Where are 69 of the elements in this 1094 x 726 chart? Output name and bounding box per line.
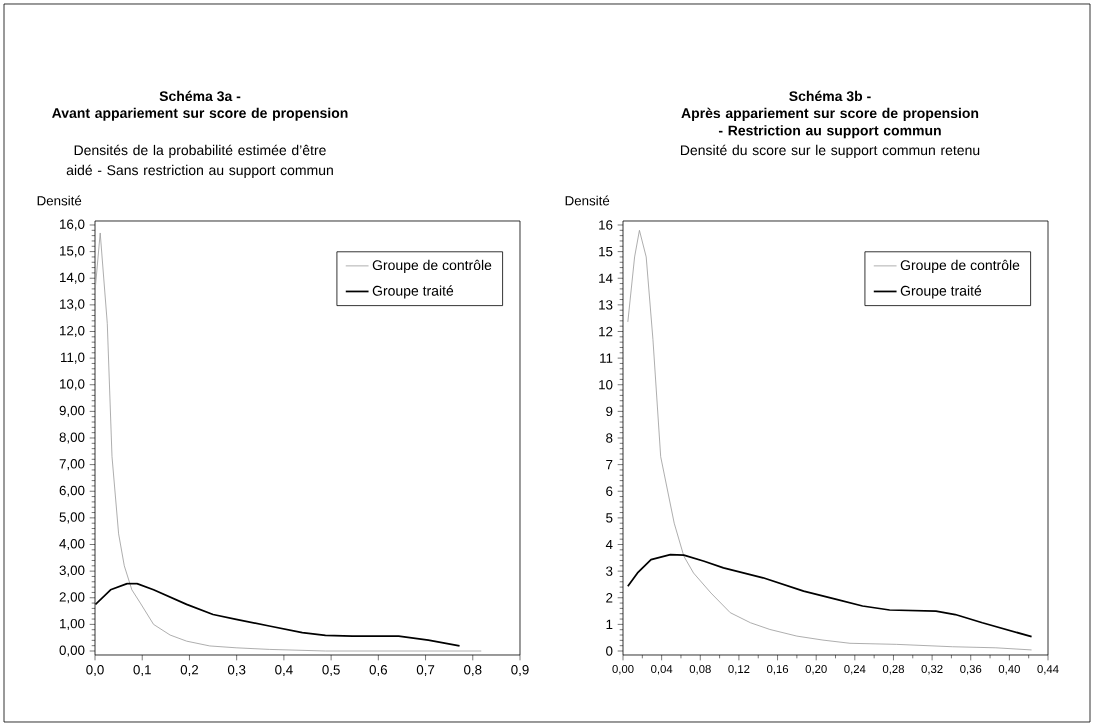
x-tick-label: 0,40: [998, 665, 1020, 675]
y-tick-label: 2,00: [59, 592, 85, 604]
y-tick-label: 15,0: [60, 246, 85, 258]
legend-label: Groupe de contrôle: [900, 259, 1020, 273]
x-tick-label: 0,7: [416, 665, 435, 677]
x-tick-label: 0,8: [464, 665, 482, 677]
y-tick-label: 3: [606, 566, 613, 576]
y-tick-label: 12: [599, 326, 613, 337]
chart-subtitle: Avant appariement sur score de propension: [52, 107, 348, 121]
y-tick-label: 7: [606, 460, 613, 470]
y-tick-label: 9,00: [59, 405, 85, 417]
y-tick-label: 14: [599, 273, 613, 283]
x-tick-label: 0,36: [960, 665, 982, 675]
x-tick-label: 0,3: [227, 665, 246, 677]
x-tick-label: 0,20: [805, 665, 827, 675]
y-tick-label: 8,00: [59, 432, 85, 444]
chart-subtitle: Après appariement sur score de propension - Restriction au support commun: [681, 107, 979, 139]
x-tick-label: 0,1: [133, 665, 151, 677]
x-tick-label: 0,24: [844, 665, 866, 675]
y-tick-label: 9: [606, 406, 613, 417]
chart-title: Schéma 3a -: [159, 90, 241, 102]
legend-label: Groupe traité: [900, 285, 982, 299]
y-tick-label: 5: [606, 513, 613, 523]
y-tick-label: 16,0: [60, 219, 85, 231]
x-tick-label: 0,6: [369, 665, 388, 677]
y-tick-label: 14,0: [60, 272, 85, 284]
y-tick-label: 11,0: [61, 352, 85, 364]
y-tick-label: 4,00: [59, 539, 85, 551]
y-tick-label: 6,00: [59, 485, 85, 497]
y-tick-label: 1: [606, 619, 613, 629]
y-tick-label: 15: [599, 246, 613, 257]
y-tick-label: 8: [606, 433, 613, 443]
y-tick-label: 11: [600, 353, 613, 363]
y-tick-label: 10: [599, 380, 613, 390]
x-tick-label: 0,0: [86, 665, 104, 677]
text: Densité du score sur le support commun retenu: [680, 144, 980, 158]
x-tick-label: 0,5: [322, 665, 340, 677]
legend-label: Groupe de contrôle: [372, 259, 492, 273]
x-tick-label: 0,44: [1037, 665, 1059, 675]
y-tick-label: 5,00: [59, 512, 85, 524]
line-series: [627, 229, 1032, 651]
x-tick-label: 0,4: [275, 665, 293, 677]
text: Densités de la probabilité estimée d’être aidé - Sans restriction au support commun: [66, 144, 333, 178]
legend-label: Groupe traité: [372, 285, 454, 299]
x-tick-label: 0,9: [511, 665, 529, 677]
y-tick-label: 3,00: [59, 565, 85, 577]
x-tick-label: 0,12: [728, 665, 750, 675]
x-tick-label: 0,04: [651, 665, 673, 675]
y-tick-label: 6: [606, 486, 613, 496]
x-tick-label: 0,16: [766, 665, 789, 675]
x-tick-label: 0,08: [689, 665, 711, 675]
y-axis-title: Densité: [37, 195, 82, 206]
y-tick-label: 0,00: [59, 645, 85, 657]
y-tick-label: 1,00: [60, 618, 85, 630]
y-tick-label: 4: [605, 539, 613, 550]
x-tick-label: 0,28: [882, 665, 904, 675]
y-tick-label: 13,0: [60, 299, 85, 311]
y-tick-label: 2: [606, 593, 613, 603]
x-tick-label: 0,32: [921, 665, 943, 675]
x-tick-label: 0,2: [180, 665, 199, 677]
y-axis-title: Densité: [565, 195, 610, 206]
y-tick-label: 10,0: [60, 379, 85, 391]
y-tick-label: 0: [606, 646, 613, 656]
y-tick-label: 12,0: [60, 325, 85, 338]
y-tick-label: 13: [599, 300, 613, 310]
chart-title: Schéma 3b -: [789, 90, 871, 102]
y-tick-label: 7,00: [59, 459, 85, 471]
y-tick-label: 16: [599, 220, 613, 230]
line-series: [626, 553, 1033, 638]
